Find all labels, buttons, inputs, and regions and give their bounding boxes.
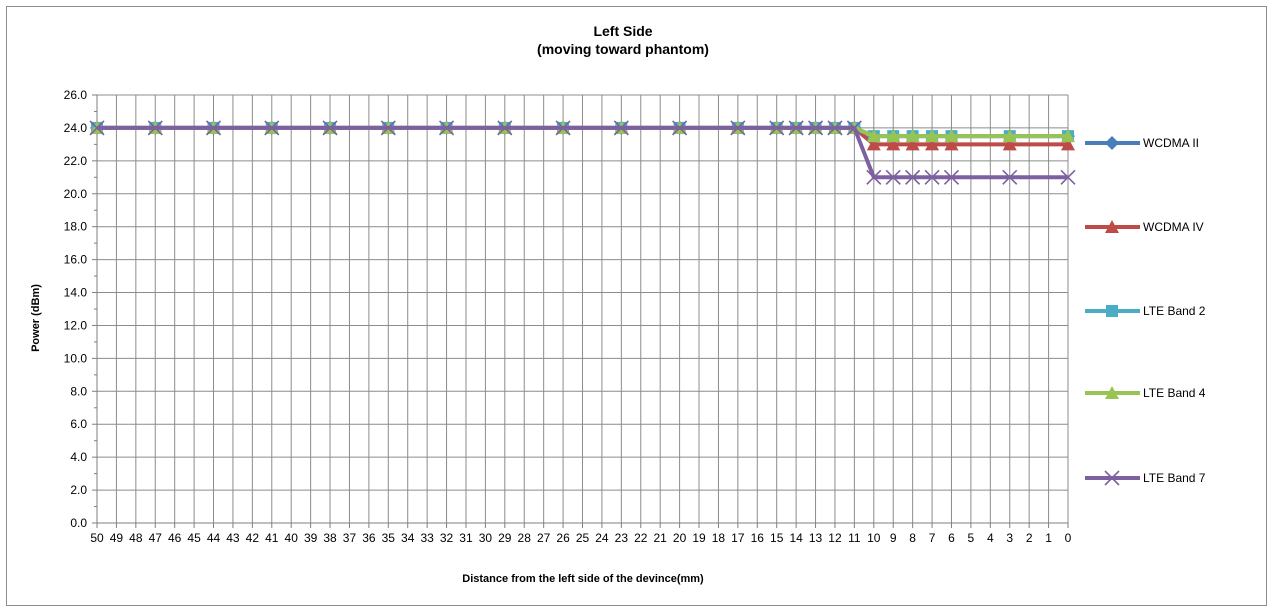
x-tick-label: 6 [948,531,955,545]
x-tick-label: 8 [909,531,916,545]
y-tick-label: 26.0 [64,88,88,102]
x-tick-label: 33 [420,531,434,545]
y-tick-label: 16.0 [64,253,88,267]
x-tick-label: 20 [673,531,687,545]
x-tick-label: 50 [90,531,104,545]
chart-title: Left Side [593,23,652,39]
y-tick-label: 18.0 [64,220,88,234]
x-tick-label: 27 [537,531,551,545]
y-tick-label: 4.0 [70,450,87,464]
x-tick-label: 43 [226,531,240,545]
x-tick-label: 1 [1045,531,1052,545]
y-tick-label: 12.0 [64,318,88,332]
y-tick-label: 6.0 [70,417,87,431]
x-tick-label: 44 [207,531,221,545]
legend-entry-2: WCDMA IV [1085,220,1204,234]
x-tick-label: 29 [498,531,512,545]
x-axis-title: Distance from the left side of the devin… [462,573,704,585]
legend-label: WCDMA IV [1143,220,1204,234]
x-tick-label: 31 [459,531,473,545]
x-tick-label: 12 [828,531,842,545]
x-tick-label: 19 [692,531,706,545]
x-tick-label: 14 [789,531,803,545]
x-tick-label: 2 [1026,531,1033,545]
x-tick-label: 37 [343,531,357,545]
x-tick-label: 23 [615,531,629,545]
grid-lines [97,95,1068,523]
y-tick-label: 22.0 [64,154,88,168]
x-tick-label: 40 [285,531,299,545]
x-tick-label: 10 [867,531,881,545]
x-tick-label: 49 [110,531,124,545]
x-tick-label: 35 [382,531,396,545]
x-tick-label: 38 [323,531,337,545]
x-tick-label: 41 [265,531,279,545]
x-tick-label: 26 [556,531,570,545]
y-tick-label: 8.0 [70,384,87,398]
x-tick-label: 4 [987,531,994,545]
x-tick-label: 47 [149,531,163,545]
x-tick-label: 39 [304,531,318,545]
x-tick-label: 18 [712,531,726,545]
x-tick-label: 36 [362,531,376,545]
x-tick-label: 32 [440,531,454,545]
x-tick-label: 30 [479,531,493,545]
legend-label: LTE Band 7 [1143,471,1206,485]
legend-label: WCDMA II [1143,136,1199,150]
x-tick-label: 9 [890,531,897,545]
y-tick-label: 10.0 [64,351,88,365]
x-tick-label: 13 [809,531,823,545]
x-tick-label: 0 [1065,531,1072,545]
x-tick-label: 48 [129,531,143,545]
legend-entry-1: WCDMA II [1085,136,1199,150]
legend: WCDMA II WCDMA IV LTE Band 2 LTE Band 4 LTE … [1085,136,1206,485]
chart-frame: Left Side (moving toward phantom) 0.0 2.0… [6,6,1267,606]
legend-entry-5: LTE Band 7 [1085,471,1206,485]
x-tick-label: 46 [168,531,182,545]
x-tick-label: 34 [401,531,415,545]
x-tick-label: 45 [187,531,201,545]
axes [92,95,1068,528]
x-tick-label: 22 [634,531,648,545]
legend-entry-3: LTE Band 2 [1085,304,1206,318]
legend-entry-4: LTE Band 4 [1085,386,1206,400]
y-tick-label: 0.0 [70,516,87,530]
legend-marker [1105,136,1119,150]
x-tick-label: 25 [576,531,590,545]
line-chart: Left Side (moving toward phantom) 0.0 2.0… [7,7,1266,605]
x-tick-label: 11 [848,531,861,545]
legend-label: LTE Band 2 [1143,304,1206,318]
legend-marker [1106,305,1118,317]
x-tick-label: 42 [246,531,260,545]
y-tick-label: 24.0 [64,121,88,135]
y-tick-label: 14.0 [64,286,88,300]
x-tick-label: 21 [654,531,668,545]
chart-subtitle: (moving toward phantom) [537,41,709,57]
y-tick-label: 2.0 [70,483,87,497]
legend-label: LTE Band 4 [1143,386,1206,400]
x-tick-label: 16 [751,531,765,545]
x-tick-labels: 50 49 48 47 46 45 44 43 42 41 40 39 38 37 36 35 34 33 32 31… [90,531,1071,545]
x-tick-label: 3 [1006,531,1013,545]
x-tick-label: 24 [595,531,609,545]
x-tick-label: 17 [731,531,745,545]
y-axis-title: Power (dBm) [30,284,42,352]
y-tick-label: 20.0 [64,187,88,201]
y-tick-labels: 0.0 2.0 4.0 6.0 8.0 10.0 12.0 14.0 16.0 18.0 20.0 2… [64,88,88,530]
x-tick-label: 7 [929,531,936,545]
x-tick-label: 28 [518,531,532,545]
x-tick-label: 15 [770,531,784,545]
x-tick-label: 5 [968,531,975,545]
